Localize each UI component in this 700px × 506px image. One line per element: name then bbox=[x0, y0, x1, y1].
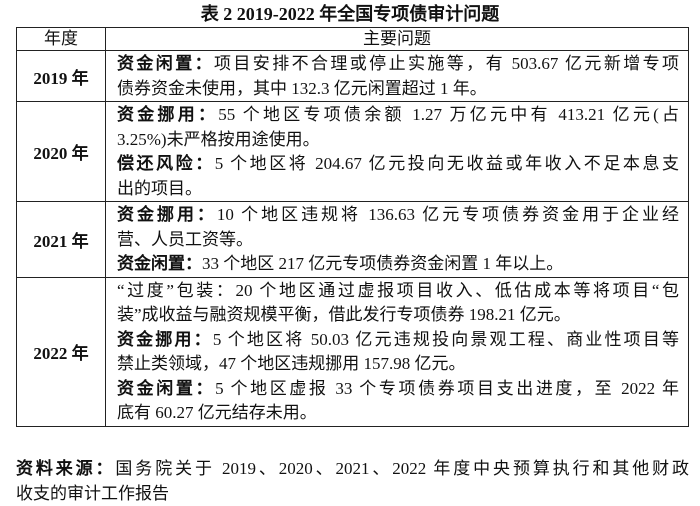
issues-cell: 资金挪用：10 个地区违规将 136.63 亿元专项债券资金用于企业经 营、人员工… bbox=[105, 201, 689, 278]
issue-label: 资金挪用： bbox=[117, 205, 217, 224]
source-note: 资料来源：国务院关于 2019、2020、2021、2022 年度中央预算执行和… bbox=[16, 456, 689, 506]
issue-text: 5 个地区将 204.67 亿元投向无收益或年收入不足本息支 bbox=[214, 154, 679, 173]
issue-label: 资金闲置： bbox=[117, 54, 214, 73]
source-line: 资料来源：国务院关于 2019、2020、2021、2022 年度中央预算执行和… bbox=[16, 459, 689, 478]
issue-line: 底有 60.27 亿元结存未用。 bbox=[117, 401, 679, 426]
header-issues: 主要问题 bbox=[105, 27, 689, 51]
issue-label: 资金挪用： bbox=[117, 105, 219, 124]
issue-label: 偿还风险： bbox=[117, 154, 215, 173]
audit-issues-table: 年度 主要问题 2019 年资金闲置：项目安排不合理或停止实施等，有 503.6… bbox=[16, 27, 689, 427]
issue-label: 资金闲置： bbox=[117, 254, 202, 273]
issue-text: 债券资金未使用，其中 132.3 亿元闲置超过 1 年。 bbox=[117, 78, 487, 98]
issue-label: 资金挪用： bbox=[117, 329, 213, 349]
issues-cell: 资金挪用：55 个地区专项债余额 1.27 万亿元中有 413.21 亿元(占 3… bbox=[105, 101, 689, 202]
table-row: 2020 年资金挪用：55 个地区专项债余额 1.27 万亿元中有 413.21… bbox=[16, 101, 689, 202]
issue-text: 10 个地区违规将 136.63 亿元专项债券资金用于企业经 bbox=[216, 205, 679, 224]
issue-text: 20 个地区通过虚报项目收入、低估成本等将项目“包 bbox=[235, 280, 679, 300]
header-row: 年度 主要问题 bbox=[16, 27, 689, 51]
issue-line: 禁止类领域，47 个地区违规挪用 157.98 亿元。 bbox=[117, 352, 679, 377]
issue-text: 3.25%)未严格按用途使用。 bbox=[117, 129, 320, 149]
source-line: 收支的审计工作报告 bbox=[16, 484, 169, 503]
issue-text: 5 个地区虚报 33 个专项债券项目支出进度，至 2022 年 bbox=[215, 378, 679, 398]
table-row: 2021 年资金挪用：10 个地区违规将 136.63 亿元专项债券资金用于企业… bbox=[16, 201, 689, 278]
issue-line: 出的项目。 bbox=[117, 177, 679, 202]
issue-line: 资金闲置：5 个地区虚报 33 个专项债券项目支出进度，至 2022 年 bbox=[117, 377, 679, 402]
table-row: 2019 年资金闲置：项目安排不合理或停止实施等，有 503.67 亿元新增专项… bbox=[16, 50, 689, 102]
issue-text: 5 个地区将 50.03 亿元违规投向景观工程、商业性项目等 bbox=[212, 329, 679, 349]
year-cell: 2020 年 bbox=[16, 101, 106, 202]
issues-cell: “过度”包装：20 个地区通过虚报项目收入、低估成本等将项目“包 装”成收益与融资… bbox=[105, 276, 689, 427]
issue-line: 资金挪用：5 个地区将 50.03 亿元违规投向景观工程、商业性项目等 bbox=[117, 328, 679, 353]
issue-text: 项目安排不合理或停止实施等，有 503.67 亿元新增专项 bbox=[214, 54, 679, 73]
issues-cell: 资金闲置：项目安排不合理或停止实施等，有 503.67 亿元新增专项 债券资金未使… bbox=[105, 50, 689, 102]
issue-line: 偿还风险：5 个地区将 204.67 亿元投向无收益或年收入不足本息支 bbox=[117, 152, 679, 177]
issue-line: 资金闲置：项目安排不合理或停止实施等，有 503.67 亿元新增专项 bbox=[117, 52, 679, 77]
table-row: 2022 年 “过度”包装：20 个地区通过虚报项目收入、低估成本等将项目“包 装”… bbox=[16, 276, 689, 427]
issue-line: 3.25%)未严格按用途使用。 bbox=[117, 128, 679, 153]
issue-line: 资金挪用：55 个地区专项债余额 1.27 万亿元中有 413.21 亿元(占 bbox=[117, 103, 679, 128]
issue-text: 33 个地区 217 亿元专项债券资金闲置 1 年以上。 bbox=[202, 254, 564, 273]
year-cell: 2019 年 bbox=[16, 50, 106, 102]
issue-line: 资金闲置：33 个地区 217 亿元专项债券资金闲置 1 年以上。 bbox=[117, 252, 679, 277]
issue-text: 营、人员工资等。 bbox=[117, 229, 253, 249]
issue-text: 禁止类领域，47 个地区违规挪用 157.98 亿元。 bbox=[117, 354, 466, 373]
year-cell: 2021 年 bbox=[16, 201, 106, 278]
issue-text: 底有 60.27 亿元结存未用。 bbox=[117, 403, 317, 422]
issue-line: 债券资金未使用，其中 132.3 亿元闲置超过 1 年。 bbox=[117, 77, 679, 102]
issue-text: 装”成收益与融资规模平衡，借此发行专项债券 198.21 亿元。 bbox=[117, 305, 571, 324]
issue-line: 资金挪用：10 个地区违规将 136.63 亿元专项债券资金用于企业经 bbox=[117, 203, 679, 228]
year-cell: 2022 年 bbox=[16, 276, 106, 427]
issue-line: “过度”包装：20 个地区通过虚报项目收入、低估成本等将项目“包 bbox=[117, 279, 679, 304]
issue-line: 装”成收益与融资规模平衡，借此发行专项债券 198.21 亿元。 bbox=[117, 303, 679, 328]
issue-text: 出的项目。 bbox=[117, 178, 202, 198]
issue-text: 55 个地区专项债余额 1.27 万亿元中有 413.21 亿元(占 bbox=[218, 105, 679, 124]
issue-label: “过度”包装： bbox=[117, 280, 236, 300]
issue-line: 营、人员工资等。 bbox=[117, 228, 679, 253]
header-year: 年度 bbox=[16, 27, 106, 51]
source-label: 资料来源： bbox=[16, 459, 116, 478]
table-title: 表 2 2019-2022 年全国专项债审计问题 bbox=[200, 4, 500, 24]
issue-label: 资金闲置： bbox=[117, 378, 216, 398]
